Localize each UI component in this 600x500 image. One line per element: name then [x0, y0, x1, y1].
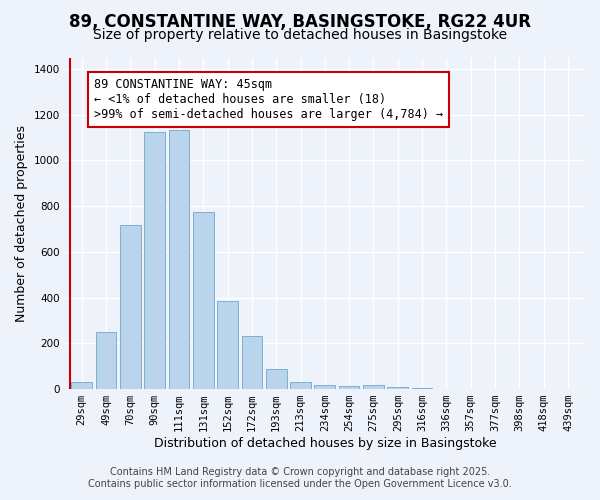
X-axis label: Distribution of detached houses by size in Basingstoke: Distribution of detached houses by size …: [154, 437, 496, 450]
Text: Size of property relative to detached houses in Basingstoke: Size of property relative to detached ho…: [93, 28, 507, 42]
Text: Contains HM Land Registry data © Crown copyright and database right 2025.
Contai: Contains HM Land Registry data © Crown c…: [88, 468, 512, 489]
Bar: [95, 332, 116, 389]
Bar: [363, 384, 384, 389]
Bar: [266, 369, 287, 389]
Bar: [290, 382, 311, 389]
Text: 89, CONSTANTINE WAY, BASINGSTOKE, RG22 4UR: 89, CONSTANTINE WAY, BASINGSTOKE, RG22 4…: [69, 12, 531, 30]
Bar: [120, 225, 140, 389]
Bar: [412, 388, 433, 389]
Y-axis label: Number of detached properties: Number of detached properties: [15, 125, 28, 322]
Bar: [71, 382, 92, 389]
Bar: [169, 130, 189, 389]
Bar: [144, 132, 165, 389]
Bar: [314, 385, 335, 389]
Text: 89 CONSTANTINE WAY: 45sqm
← <1% of detached houses are smaller (18)
>99% of semi: 89 CONSTANTINE WAY: 45sqm ← <1% of detac…: [94, 78, 443, 121]
Bar: [217, 301, 238, 389]
Bar: [339, 386, 359, 389]
Bar: [242, 336, 262, 389]
Bar: [388, 388, 408, 389]
Bar: [193, 212, 214, 389]
